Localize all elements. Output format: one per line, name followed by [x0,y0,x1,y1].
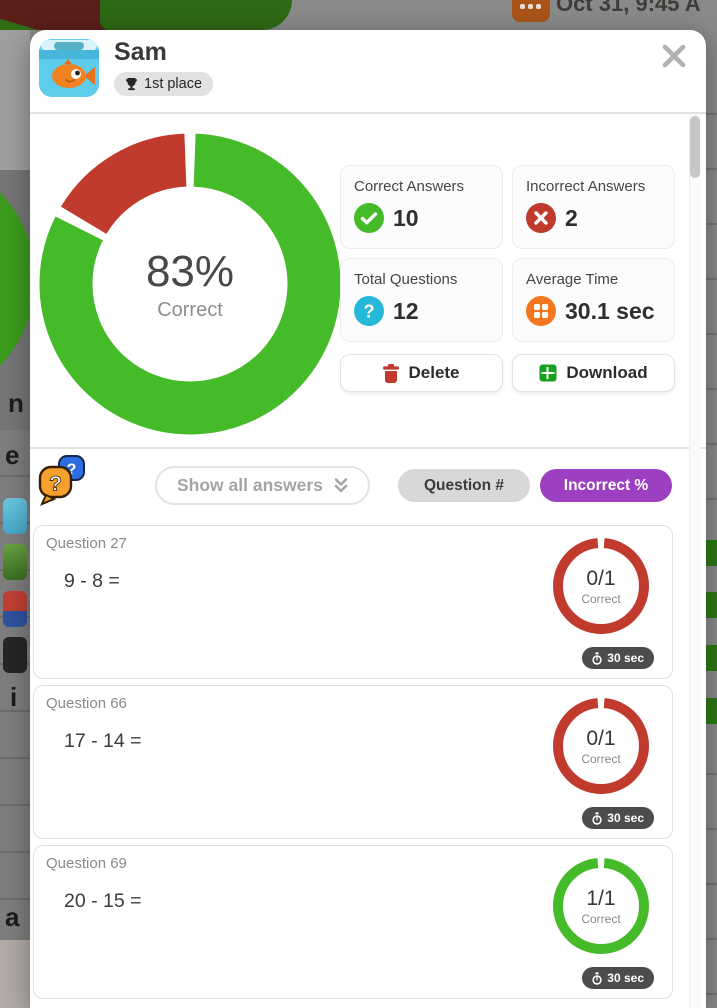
check-circle-icon [354,203,384,233]
donut-percent-label: Correct [157,298,223,321]
place-badge: 1st place [114,72,214,96]
question-score: 0/1 [586,726,616,750]
background-letter: n [8,388,24,418]
question-circle-icon: ? [354,296,384,326]
background-letter: i [10,682,18,712]
stat-value: 10 [393,204,419,231]
question-card[interactable]: Question 69 20 - 15 = 1/1 Correct [33,845,673,999]
sort-incorrect-percent-button[interactable]: Incorrect % [540,469,672,502]
question-score: 0/1 [586,566,616,590]
question-prompt: 9 - 8 = [64,570,120,592]
stopwatch-icon [592,651,602,665]
trophy-icon [125,78,138,91]
background-avatar-thumb [3,591,27,627]
x-circle-icon [526,203,556,233]
calendar-icon [512,0,550,22]
delete-button[interactable]: Delete [340,354,503,392]
download-button-label: Download [566,363,648,382]
question-score-ring: 1/1 Correct [552,857,650,955]
question-time: 30 sec [607,971,644,985]
player-avatar [38,36,100,98]
background-letter: e [5,440,20,470]
question-title: Question 66 [46,695,127,712]
delete-button-label: Delete [408,363,460,382]
question-title: Question 69 [46,855,127,872]
svg-text:?: ? [67,462,77,479]
question-score-ring: 0/1 Correct [552,537,650,635]
section-divider [30,447,706,449]
place-badge-label: 1st place [144,76,203,92]
spreadsheet-icon [539,364,557,382]
modal-scrollbar-track [689,114,701,1008]
background-avatar-thumb [3,544,27,580]
question-score-label: Correct [581,591,621,606]
background-right-strip [706,30,717,1008]
question-score-label: Correct [581,751,621,766]
background-avatar-thumb [3,637,27,673]
stat-value: 30.1 sec [565,297,655,324]
header-divider [30,112,706,114]
grid-circle-icon [526,296,556,326]
modal-scrollbar-thumb[interactable] [690,116,700,178]
question-title: Question 27 [46,535,127,552]
question-time-badge: 30 sec [582,807,654,829]
close-button[interactable] [660,42,688,70]
svg-text:?: ? [364,302,375,322]
sort-incorrect-percent-label: Incorrect % [563,476,649,494]
download-button[interactable]: Download [512,354,675,392]
show-all-answers-button[interactable]: Show all answers [155,466,370,505]
stat-value: 12 [393,297,419,324]
donut-percent: 83% [145,246,235,296]
question-card[interactable]: Question 27 9 - 8 = 0/1 Correct [33,525,673,679]
player-name: Sam [114,38,167,66]
stat-label: Total Questions [354,271,458,288]
question-prompt: 17 - 14 = [64,730,142,752]
fish-jar-avatar-icon [39,39,99,97]
question-score-ring: 0/1 Correct [552,697,650,795]
question-score-label: Correct [581,911,621,926]
chevron-double-down-icon [334,478,348,493]
trash-icon [383,363,400,383]
podium-green-shape [100,0,292,30]
question-time: 30 sec [607,811,644,825]
question-score: 1/1 [586,886,616,910]
background-avatar-thumb [3,498,27,534]
stat-card-incorrect-answers: Incorrect Answers 2 [512,165,675,249]
question-prompt: 20 - 15 = [64,890,142,912]
question-time-badge: 30 sec [582,967,654,989]
player-report-modal: Sam 1st place [30,30,706,1008]
sort-question-number-label: Question # [423,476,505,494]
stat-card-correct-answers: Correct Answers 10 [340,165,503,249]
stat-label: Correct Answers [354,178,465,195]
stat-label: Incorrect Answers [526,178,646,195]
stat-card-total-questions: Total Questions ? 12 [340,258,503,342]
svg-text:?: ? [49,473,62,496]
accuracy-donut-chart: 83% Correct [38,132,342,436]
stat-label: Average Time [526,271,619,288]
background-letter: a [5,902,20,932]
stopwatch-icon [592,971,602,985]
question-time-badge: 30 sec [582,647,654,669]
stat-value: 2 [565,204,578,231]
close-icon [662,44,686,68]
question-time: 30 sec [607,651,644,665]
background-left-strip: n e i a [0,30,30,1008]
question-card[interactable]: Question 66 17 - 14 = 0/1 Correct [33,685,673,839]
stat-card-average-time: Average Time 30.1 sec [512,258,675,342]
sort-question-number-button[interactable]: Question # [398,469,530,502]
stopwatch-icon [592,811,602,825]
question-bubbles-icon: ? ? [38,454,85,506]
background-date-text: Oct 31, 9:45 A [556,0,701,16]
show-all-answers-label: Show all answers [177,475,323,495]
